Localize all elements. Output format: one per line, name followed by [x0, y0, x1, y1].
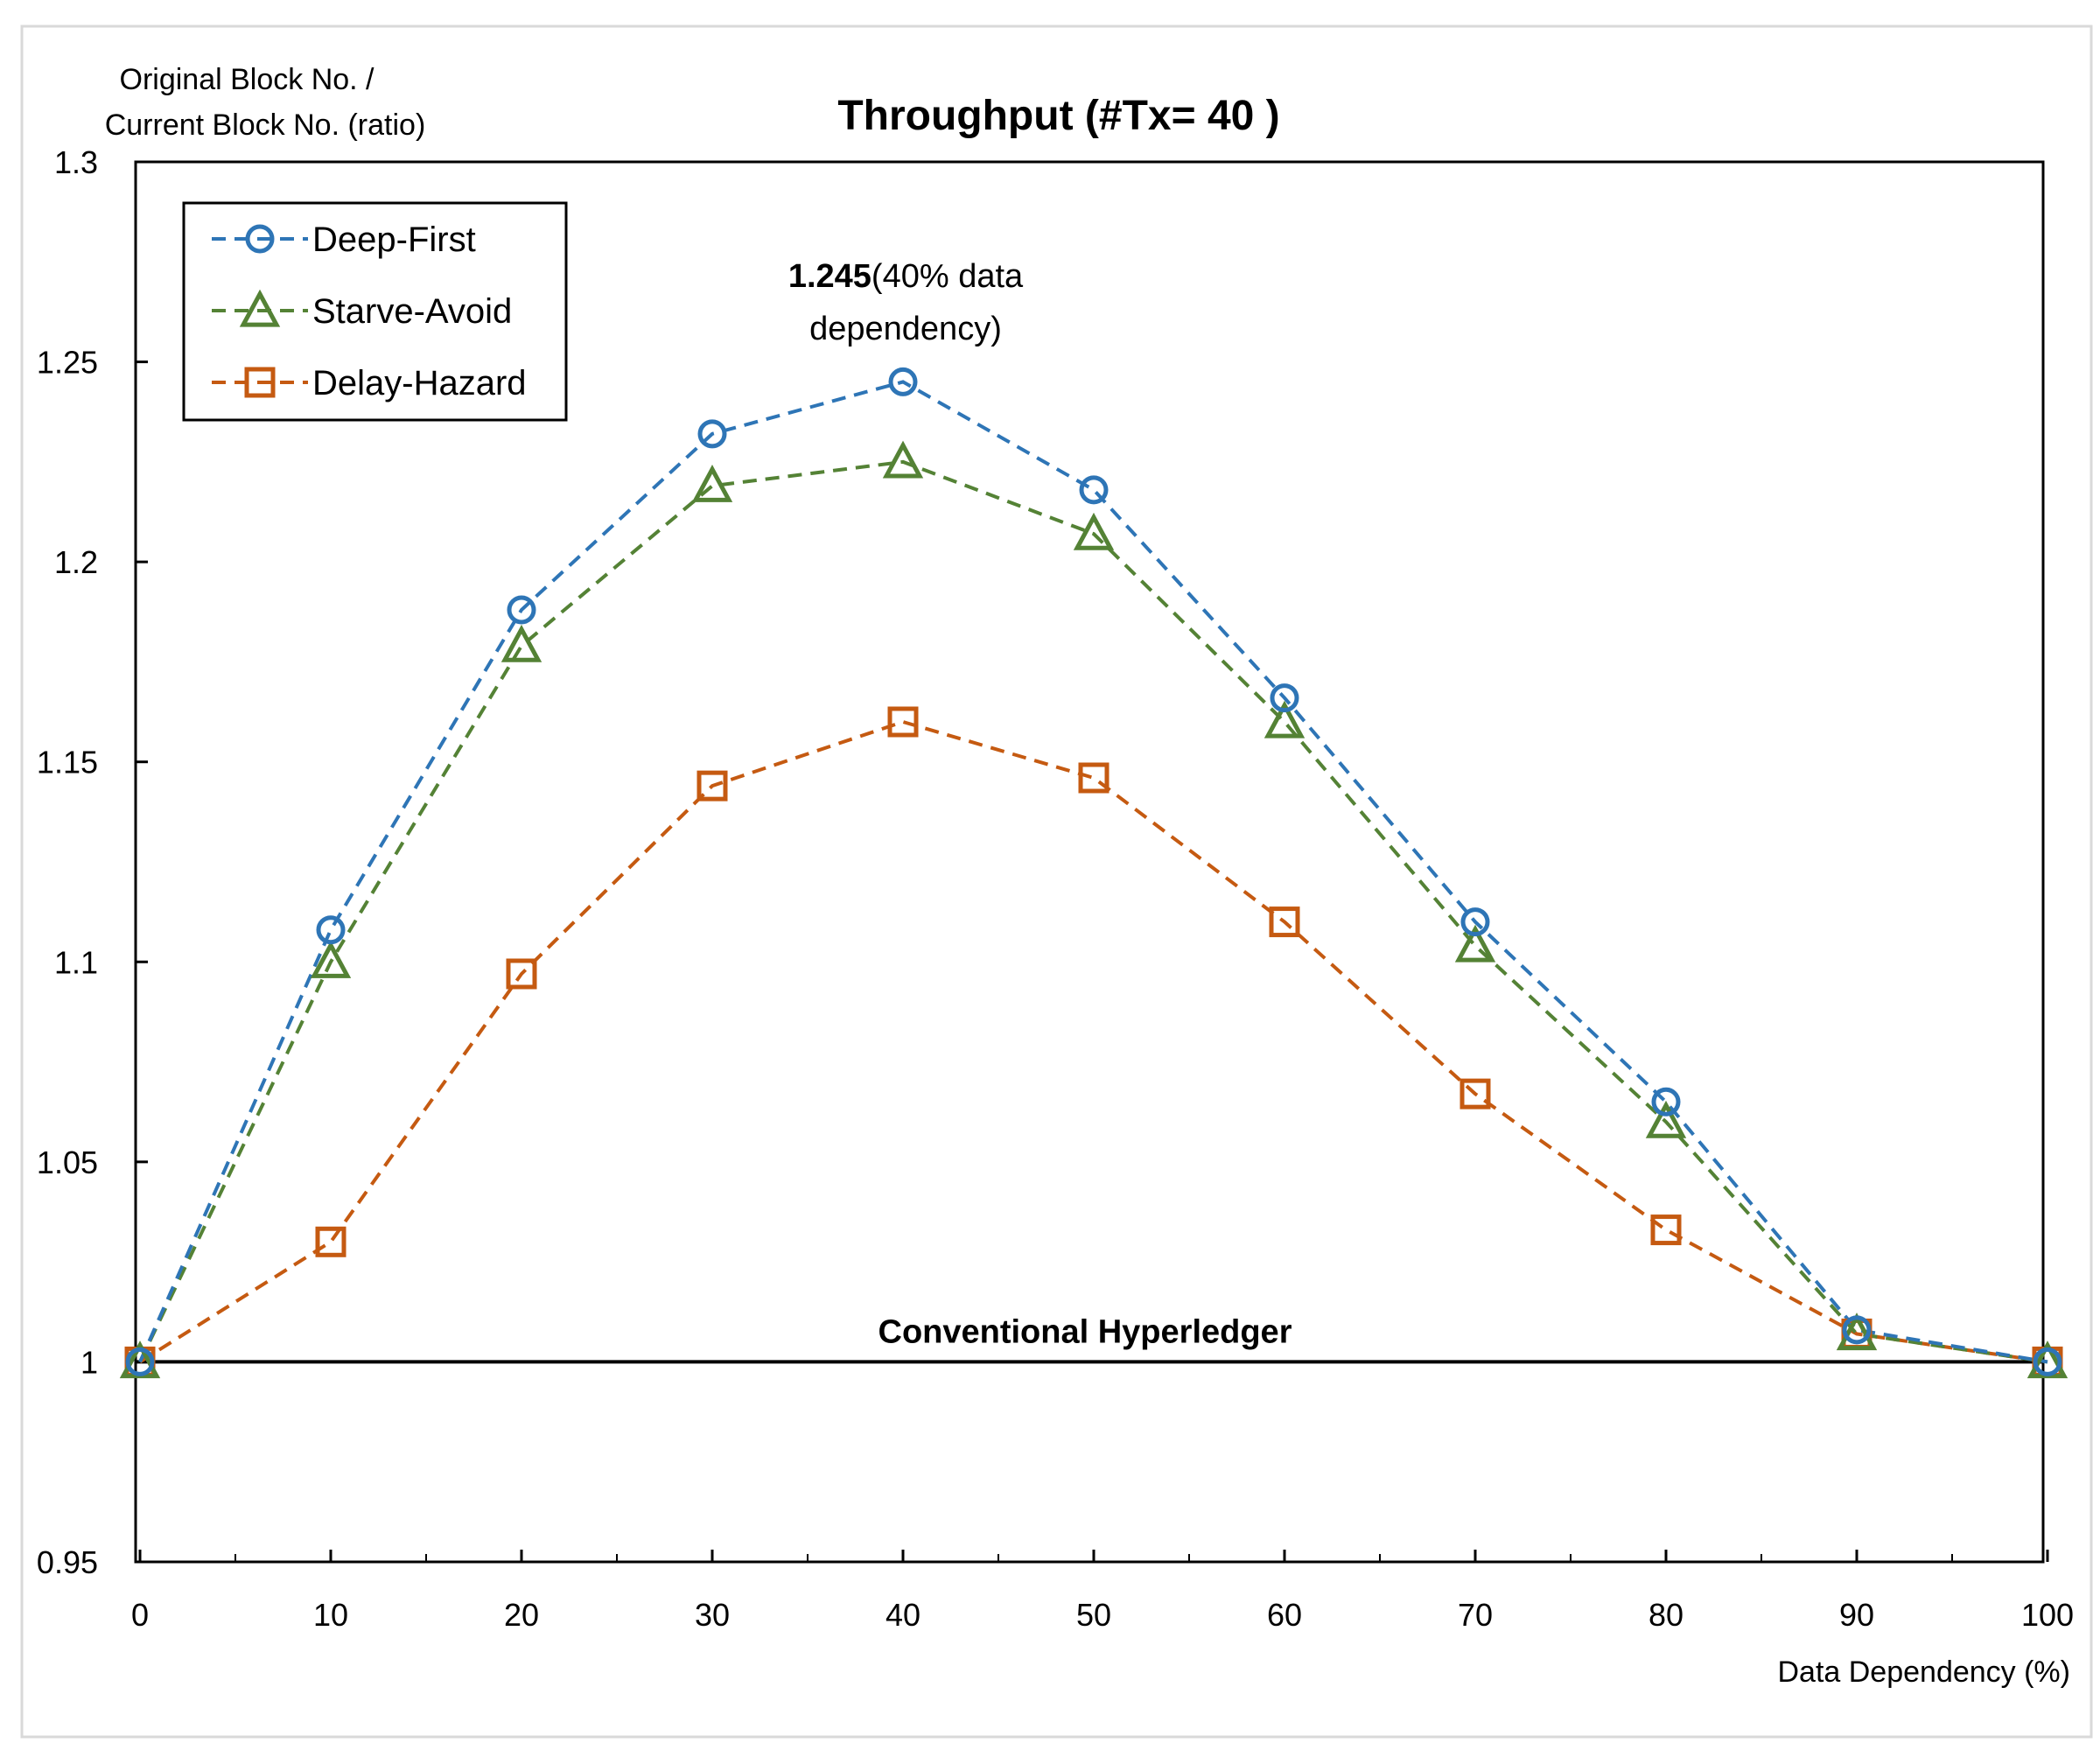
legend-label-deep-first: Deep-First	[312, 220, 476, 259]
data-point-delay-hazard	[887, 706, 919, 738]
legend-marker-circle	[245, 224, 275, 254]
y-axis-title-line-1: Original Block No. /	[120, 63, 375, 96]
y-tick-label: 1.3	[54, 144, 98, 180]
data-point-deep-first	[507, 595, 536, 625]
y-axis-ticks: 0.95 1 1.05 1.1 1.15 1.2 1.25 1.3	[37, 144, 148, 1580]
data-point-deep-first	[1079, 475, 1109, 505]
legend-item-delay-hazard: Delay-Hazard	[212, 364, 527, 402]
x-tick-label: 40	[886, 1597, 920, 1633]
legend: Deep-First Starve-Avoid Delay-Hazard	[182, 201, 568, 422]
data-point-starve-avoid	[500, 624, 542, 662]
y-tick-label: 1.15	[37, 745, 98, 780]
data-point-starve-avoid	[1836, 1312, 1878, 1351]
series-markers	[119, 367, 2068, 1379]
series-line-delay-hazard	[138, 719, 2048, 1364]
data-point-delay-hazard	[315, 1226, 346, 1257]
plot-area-border	[134, 160, 2045, 1564]
y-tick-label: 1	[80, 1344, 98, 1380]
data-point-deep-first	[1270, 683, 1299, 713]
data-point-deep-first	[1842, 1315, 1872, 1345]
legend-marker-square	[244, 367, 276, 398]
x-tick-label: 80	[1648, 1597, 1684, 1633]
data-point-deep-first	[697, 419, 727, 449]
data-point-delay-hazard	[1269, 906, 1300, 938]
data-point-delay-hazard	[1460, 1078, 1491, 1110]
data-point-starve-avoid	[691, 465, 733, 502]
y-tick-label: 1.1	[54, 944, 98, 980]
data-point-starve-avoid	[1264, 700, 1306, 738]
legend-items: Deep-First Starve-Avoid Delay-Hazard	[212, 220, 527, 402]
data-point-deep-first	[316, 915, 346, 945]
y-tick-label: 0.95	[37, 1544, 98, 1580]
data-point-starve-avoid	[310, 941, 352, 978]
data-point-deep-first	[2033, 1347, 2062, 1376]
legend-label-starve-avoid: Starve-Avoid	[312, 292, 512, 331]
series-layer	[119, 367, 2068, 1379]
x-tick-label: 50	[1076, 1597, 1111, 1633]
baseline-label: Conventional Hyperledger	[878, 1313, 1292, 1350]
data-point-deep-first	[125, 1347, 155, 1376]
data-point-delay-hazard	[506, 958, 537, 990]
x-tick-label: 100	[2021, 1597, 2074, 1633]
x-tick-label: 20	[504, 1597, 539, 1633]
data-point-deep-first	[888, 367, 918, 396]
data-point-starve-avoid	[882, 440, 924, 479]
x-tick-label: 70	[1458, 1597, 1493, 1633]
x-tick-label: 60	[1267, 1597, 1302, 1633]
data-point-delay-hazard	[1078, 762, 1110, 794]
y-tick-label: 1.05	[37, 1144, 98, 1180]
series-lines	[138, 380, 2048, 1364]
y-tick-label: 1.25	[37, 345, 98, 381]
x-tick-label: 90	[1839, 1597, 1874, 1633]
legend-item-starve-avoid: Starve-Avoid	[212, 289, 512, 331]
y-axis-title-line-2: Current Block No. (ratio)	[105, 108, 426, 142]
data-point-starve-avoid	[1645, 1100, 1687, 1138]
x-tick-label: 30	[695, 1597, 730, 1633]
legend-label-delay-hazard: Delay-Hazard	[312, 364, 527, 402]
legend-item-deep-first: Deep-First	[212, 220, 476, 259]
peak-annotation-rest: (40% data	[872, 258, 1024, 295]
peak-annotation-line-1: 1.245(40% data	[788, 258, 1024, 295]
chart-title: Throughput (#Tx= 40 )	[837, 93, 1279, 139]
legend-marker-triangle	[239, 289, 281, 327]
data-point-starve-avoid	[1073, 512, 1115, 550]
peak-annotation-line-2: dependency)	[809, 311, 1002, 347]
x-axis-ticks: 0 10 20 30 40 50 60 70 80 90 100	[131, 1550, 2074, 1633]
peak-annotation-value: 1.245	[788, 258, 872, 295]
data-point-deep-first	[1460, 907, 1490, 937]
x-tick-label: 0	[131, 1597, 149, 1633]
data-point-delay-hazard	[696, 770, 728, 802]
y-tick-label: 1.2	[54, 544, 98, 580]
data-point-deep-first	[1651, 1087, 1681, 1116]
series-line-deep-first	[138, 380, 2048, 1364]
x-axis-title: Data Dependency (%)	[1777, 1656, 2070, 1689]
data-point-delay-hazard	[1650, 1214, 1682, 1246]
x-tick-label: 10	[313, 1597, 348, 1633]
data-point-starve-avoid	[1454, 924, 1496, 962]
series-line-starve-avoid	[138, 459, 2048, 1364]
